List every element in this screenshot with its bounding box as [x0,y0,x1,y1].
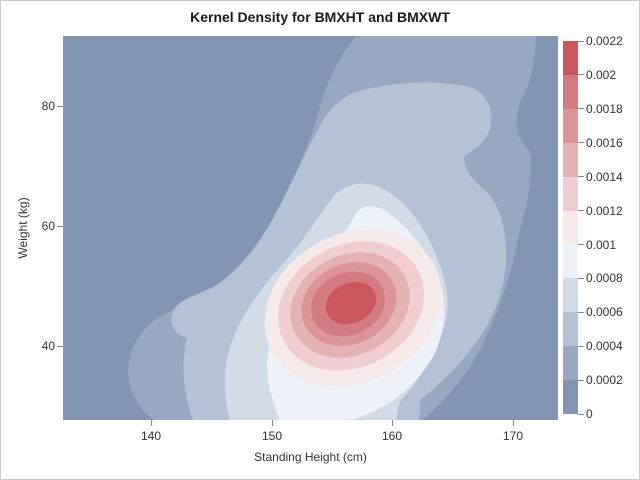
y-tick-mark [57,346,63,347]
colorbar-tick-mark [578,142,584,144]
x-tick-mark [272,420,273,426]
y-tick-label: 80 [41,99,55,113]
density-band-10 [325,281,377,325]
colorbar-band [563,74,578,109]
colorbar-tick-label: 0.0018 [586,101,623,116]
y-tick-label: 40 [41,339,55,353]
chart-title: Kernel Density for BMXHT and BMXWT [190,9,450,25]
colorbar-tick-label: 0.0022 [586,34,623,48]
colorbar-tick-mark [578,379,584,381]
x-tick-mark [392,420,393,426]
colorbar-tick-mark [578,345,584,347]
colorbar-band [563,312,578,347]
contour-plot [63,36,558,420]
colorbar-tick-label: 0 [586,407,593,421]
colorbar-band [563,346,578,381]
y-tick-mark [57,226,63,227]
density-colorbar [563,41,578,414]
colorbar-band [563,41,578,75]
colorbar-tick-label: 0.002 [586,67,617,82]
x-tick-label: 140 [140,429,162,443]
y-axis-title: Weight (kg) [16,197,30,259]
colorbar-tick-label: 0.0014 [586,169,623,184]
colorbar-tick-mark [578,210,584,211]
colorbar-tick-label: 0.0016 [586,135,623,150]
colorbar-tick-label: 0.0012 [586,203,623,218]
colorbar-tick-mark [578,277,584,279]
colorbar-tick-mark [578,176,584,178]
x-tick-label: 160 [381,429,403,443]
x-tick-label: 150 [261,429,283,443]
x-tick-label: 170 [502,429,524,443]
colorbar-tick-label: 0.001 [586,237,617,252]
colorbar-band [563,244,578,279]
colorbar-band [563,108,578,143]
x-tick-mark [151,420,152,426]
colorbar-tick-mark [578,413,584,415]
y-tick-mark [57,106,63,107]
colorbar-tick-mark [578,244,584,245]
colorbar-band [563,142,578,177]
x-axis-title: Standing Height (cm) [254,450,367,464]
colorbar-tick-mark [578,108,584,110]
colorbar-tick-label: 0.0002 [586,373,623,388]
colorbar-tick-mark [578,74,584,76]
colorbar-tick-label: 0.0004 [586,339,623,354]
colorbar-band [563,210,578,245]
colorbar-band [563,380,578,414]
x-tick-mark [513,420,514,426]
colorbar-band [563,278,578,313]
colorbar-tick-label: 0.0006 [586,305,623,320]
y-tick-label: 60 [41,219,55,233]
colorbar-tick-mark [578,40,584,42]
colorbar-tick-label: 0.0008 [586,271,623,286]
colorbar-band [563,176,578,211]
colorbar-tick-mark [578,311,584,313]
